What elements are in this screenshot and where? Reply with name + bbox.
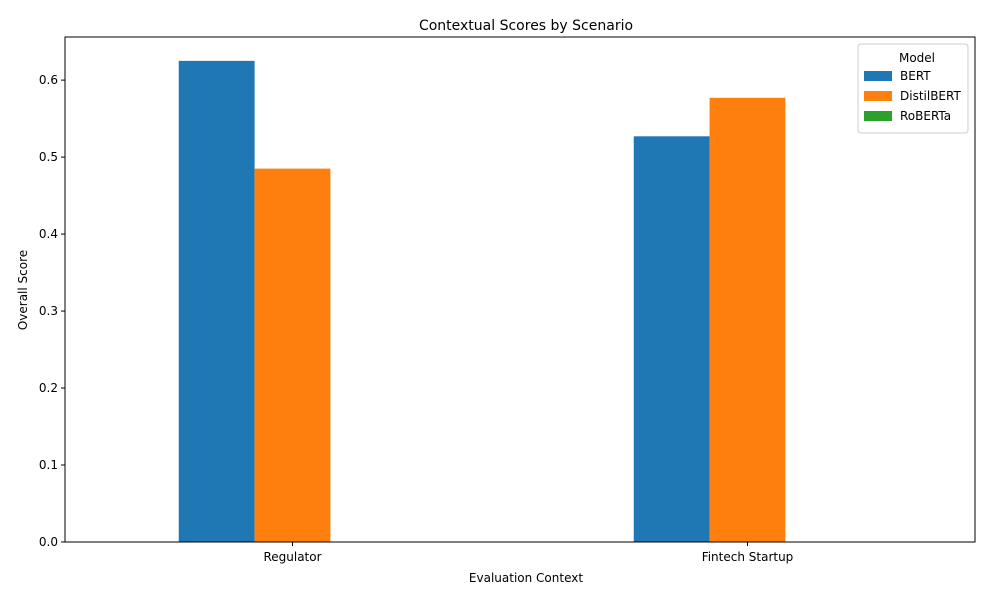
y-tick-label: 0.3 (39, 304, 58, 318)
legend-swatch-distilbert (864, 91, 892, 101)
y-axis: 0.0 0.1 0.2 0.3 0.4 0.5 0.6 (39, 73, 65, 549)
legend: Model BERT DistilBERT RoBERTa (857, 43, 969, 134)
legend-label-distilbert: DistilBERT (900, 89, 961, 103)
legend-label-roberta: RoBERTa (900, 109, 951, 123)
bar-bert-fintech-startup (633, 136, 710, 542)
legend-box (857, 43, 969, 134)
plot-frame (64, 36, 976, 543)
legend-swatch-roberta (864, 111, 892, 121)
x-tick-label: Fintech Startup (702, 550, 794, 564)
x-axis-label: Evaluation Context (469, 571, 583, 585)
bar-bert-regulator (178, 60, 255, 543)
legend-items: BERT DistilBERT RoBERTa (864, 69, 961, 123)
y-tick-label: 0.4 (39, 227, 58, 241)
x-axis: Regulator Fintech Startup (263, 542, 793, 564)
legend-title: Model (899, 51, 935, 65)
y-tick-label: 0.6 (39, 73, 58, 87)
chart-title: Contextual Scores by Scenario (419, 18, 633, 34)
bar-distilbert-regulator (254, 168, 331, 542)
y-tick-label: 0.1 (39, 458, 58, 472)
y-tick-label: 0.5 (39, 150, 58, 164)
bar-distilbert-fintech-startup (709, 97, 786, 542)
x-tick-label: Regulator (263, 550, 321, 564)
legend-label-bert: BERT (900, 69, 931, 83)
y-axis-label: Overall Score (16, 250, 30, 330)
y-tick-label: 0.0 (39, 535, 58, 549)
bars-group (178, 60, 786, 543)
legend-swatch-bert (864, 71, 892, 81)
y-tick-label: 0.2 (39, 381, 58, 395)
